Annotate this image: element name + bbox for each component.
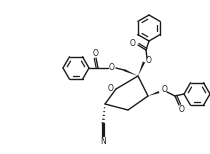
Text: O: O xyxy=(179,105,185,113)
Polygon shape xyxy=(148,91,159,96)
Polygon shape xyxy=(123,69,138,76)
Text: O: O xyxy=(130,38,136,47)
Polygon shape xyxy=(138,61,145,76)
Text: O: O xyxy=(93,49,99,57)
Text: O: O xyxy=(162,85,168,95)
Text: O: O xyxy=(109,63,115,71)
Text: N: N xyxy=(100,138,106,146)
Text: O: O xyxy=(146,55,152,65)
Text: O: O xyxy=(108,83,114,93)
